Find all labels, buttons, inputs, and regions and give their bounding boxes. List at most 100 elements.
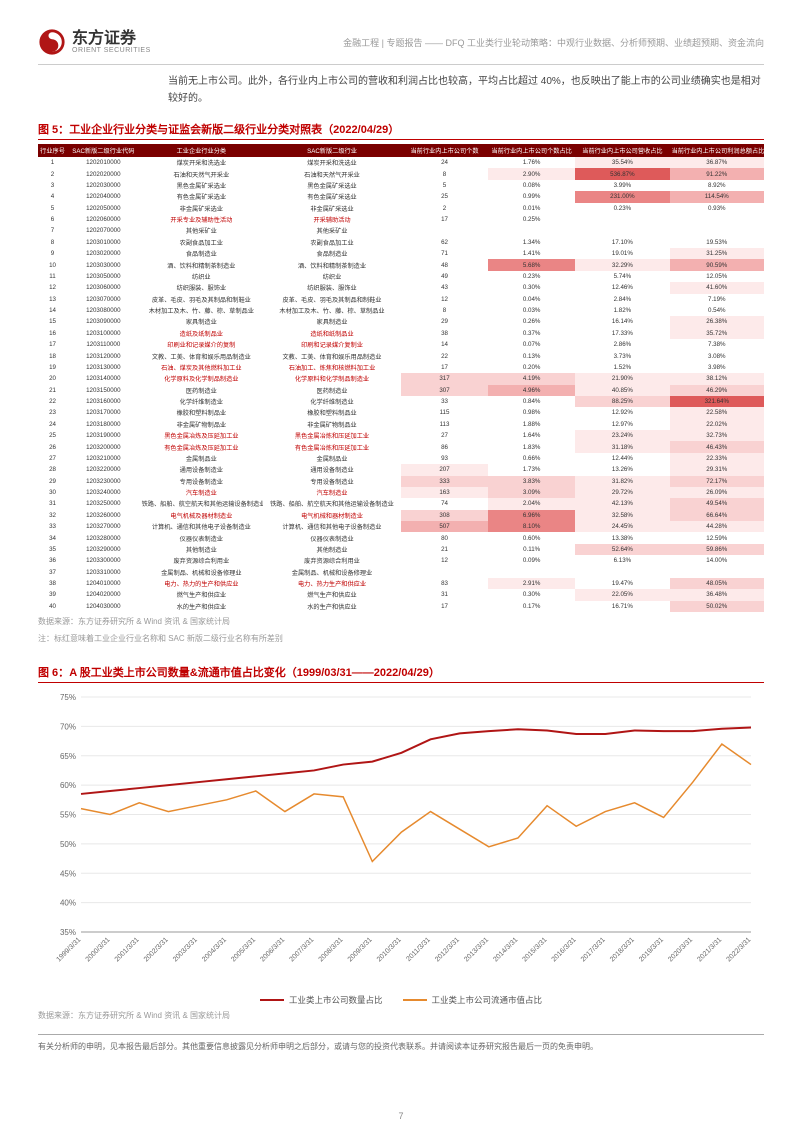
figure6-chart: 35%40%45%50%55%60%65%70%75%1999/3/312000… <box>38 687 764 987</box>
table-cell: 汽车制造业 <box>263 487 401 498</box>
table-cell: 燃气生产和供应业 <box>140 589 263 600</box>
table-cell: 5 <box>38 203 67 214</box>
table-cell: 0.54% <box>670 305 764 316</box>
table-cell: 0.03% <box>488 305 575 316</box>
table-cell: 1202040000 <box>67 191 140 202</box>
table-header-cell: 行业序号 <box>38 144 67 157</box>
table-cell: 21 <box>38 385 67 396</box>
table-row: 381204010000电力、热力的生产和供应业电力、热力生产和供应业832.9… <box>38 578 764 589</box>
table-cell: 木材加工及木、竹、藤、棕、草制品业 <box>140 305 263 316</box>
table-cell: 5.68% <box>488 259 575 270</box>
table-cell: 507 <box>401 521 488 532</box>
table-cell: 19.53% <box>670 237 764 248</box>
table-cell: 1204030000 <box>67 601 140 612</box>
table-cell: 3.08% <box>670 350 764 361</box>
table-cell: 1203170000 <box>67 407 140 418</box>
table-cell: 铁路、船舶、航空航天和其他运输设备制造业 <box>263 498 401 509</box>
table-cell: 24 <box>401 157 488 168</box>
table-row: 201203140000化学原料及化学制品制造业化学原料和化学制品制造业3174… <box>38 373 764 384</box>
table-cell: 1203250000 <box>67 498 140 509</box>
table-cell: 2.90% <box>488 168 575 179</box>
svg-text:50%: 50% <box>60 839 76 848</box>
table-cell: 酒、饮料和精制茶制造业 <box>263 259 401 270</box>
table-cell: 1.41% <box>488 248 575 259</box>
table-cell: 91.22% <box>670 168 764 179</box>
table-cell: 6.13% <box>575 555 669 566</box>
figure6-label: 图 6： <box>38 667 69 679</box>
table-cell: 0.11% <box>488 544 575 555</box>
table-cell: 0.23% <box>488 271 575 282</box>
table-cell: 黑色金属冶炼及压延加工业 <box>140 430 263 441</box>
table-cell: 27 <box>38 453 67 464</box>
table-row: 81203010000农副食品加工业农副食品加工业621.34%17.10%19… <box>38 237 764 248</box>
table-cell: 水的生产和供应业 <box>263 601 401 612</box>
table-cell: 专用设备制造业 <box>140 476 263 487</box>
table-cell: 62 <box>401 237 488 248</box>
table-cell: 1204010000 <box>67 578 140 589</box>
table-row: 241203180000非金属矿物制品业非金属矿物制品业1131.88%12.9… <box>38 419 764 430</box>
table-cell: 1.82% <box>575 305 669 316</box>
table-row: 301203240000汽车制造业汽车制造业1633.09%29.72%26.0… <box>38 487 764 498</box>
table-cell: 72.17% <box>670 476 764 487</box>
table-cell: 0.37% <box>488 328 575 339</box>
table-cell: 0.01% <box>488 203 575 214</box>
table-cell: 金属制品业 <box>263 453 401 464</box>
table-cell: 14 <box>38 305 67 316</box>
table-cell: 90.59% <box>670 259 764 270</box>
table-cell: 3.83% <box>488 476 575 487</box>
table-row: 51202050000非金属矿采选业非金属矿采选业20.01%0.23%0.93… <box>38 203 764 214</box>
table-cell: 13 <box>38 294 67 305</box>
table-cell: 1203260000 <box>67 510 140 521</box>
table-cell: 41.60% <box>670 282 764 293</box>
table-cell: 电气机械及器材制造业 <box>140 510 263 521</box>
table-cell: 酒、饮料和精制茶制造业 <box>140 259 263 270</box>
table-cell: 化学纤维制造业 <box>263 396 401 407</box>
table-cell: 1203140000 <box>67 373 140 384</box>
table-cell: 12.05% <box>670 271 764 282</box>
figure5-label: 图 5： <box>38 124 69 136</box>
table-cell: 医药制造业 <box>140 385 263 396</box>
body-paragraph: 当前无上市公司。此外，各行业内上市公司的营收和利润占比也较高，平均占比超过 40… <box>168 73 764 107</box>
table-cell <box>670 225 764 236</box>
table-cell: 农副食品加工业 <box>140 237 263 248</box>
table-row: 271203210000金属制品业金属制品业930.66%12.44%22.33… <box>38 453 764 464</box>
table-row: 221203160000化学纤维制造业化学纤维制造业330.84%88.25%3… <box>38 396 764 407</box>
figure6-caption: A 股工业类上市公司数量&流通市值占比变化 <box>69 667 286 679</box>
table-cell: 14 <box>401 339 488 350</box>
table-cell: 医药制造业 <box>263 385 401 396</box>
table-row: 251203190000黑色金属冶炼及压延加工业黑色金属冶炼和压延加工业271.… <box>38 430 764 441</box>
table-cell: 石油、煤炭及其他燃料加工业 <box>140 362 263 373</box>
table-cell: 1203090000 <box>67 316 140 327</box>
table-cell: 8 <box>401 305 488 316</box>
table-cell: 2.04% <box>488 498 575 509</box>
table-cell: 31.82% <box>575 476 669 487</box>
table-cell: 0.93% <box>670 203 764 214</box>
table-cell: 31 <box>401 589 488 600</box>
table-cell: 有色金属冶炼及压延加工业 <box>140 441 263 452</box>
table-cell: 1202070000 <box>67 225 140 236</box>
table-cell: 32.29% <box>575 259 669 270</box>
table-cell: 非金属矿物制品业 <box>263 419 401 430</box>
footer-disclaimer: 有关分析师的申明，见本报告最后部分。其他重要信息披露见分析师申明之后部分，或请与… <box>38 1041 764 1052</box>
table-row: 391204020000燃气生产和供应业燃气生产和供应业310.30%22.05… <box>38 589 764 600</box>
figure5-table: 行业序号SAC新版二级行业代码工业企业行业分类SAC新版二级行业当前行业内上市公… <box>38 144 764 612</box>
table-header-cell: 当前行业内上市公司利润总额占比 <box>670 144 764 157</box>
table-cell: 1203130000 <box>67 362 140 373</box>
table-cell: 59.86% <box>670 544 764 555</box>
table-cell: 废弃资源综合利用业 <box>140 555 263 566</box>
table-cell: 23 <box>38 407 67 418</box>
table-cell: 有色金属冶炼和压延加工业 <box>263 441 401 452</box>
table-cell: 17 <box>401 214 488 225</box>
table-cell: 1203290000 <box>67 544 140 555</box>
table-cell: 46.29% <box>670 385 764 396</box>
table-cell: 电气机械和器材制造业 <box>263 510 401 521</box>
table-cell: 25 <box>38 430 67 441</box>
table-cell: 46.43% <box>670 441 764 452</box>
table-cell: 家具制造业 <box>140 316 263 327</box>
table-cell: 44.28% <box>670 521 764 532</box>
table-row: 151203090000家具制造业家具制造业290.26%16.14%26.38… <box>38 316 764 327</box>
table-cell: 电力、热力生产和供应业 <box>263 578 401 589</box>
table-cell: 1203110000 <box>67 339 140 350</box>
table-cell: 1203080000 <box>67 305 140 316</box>
table-cell: 49 <box>401 271 488 282</box>
